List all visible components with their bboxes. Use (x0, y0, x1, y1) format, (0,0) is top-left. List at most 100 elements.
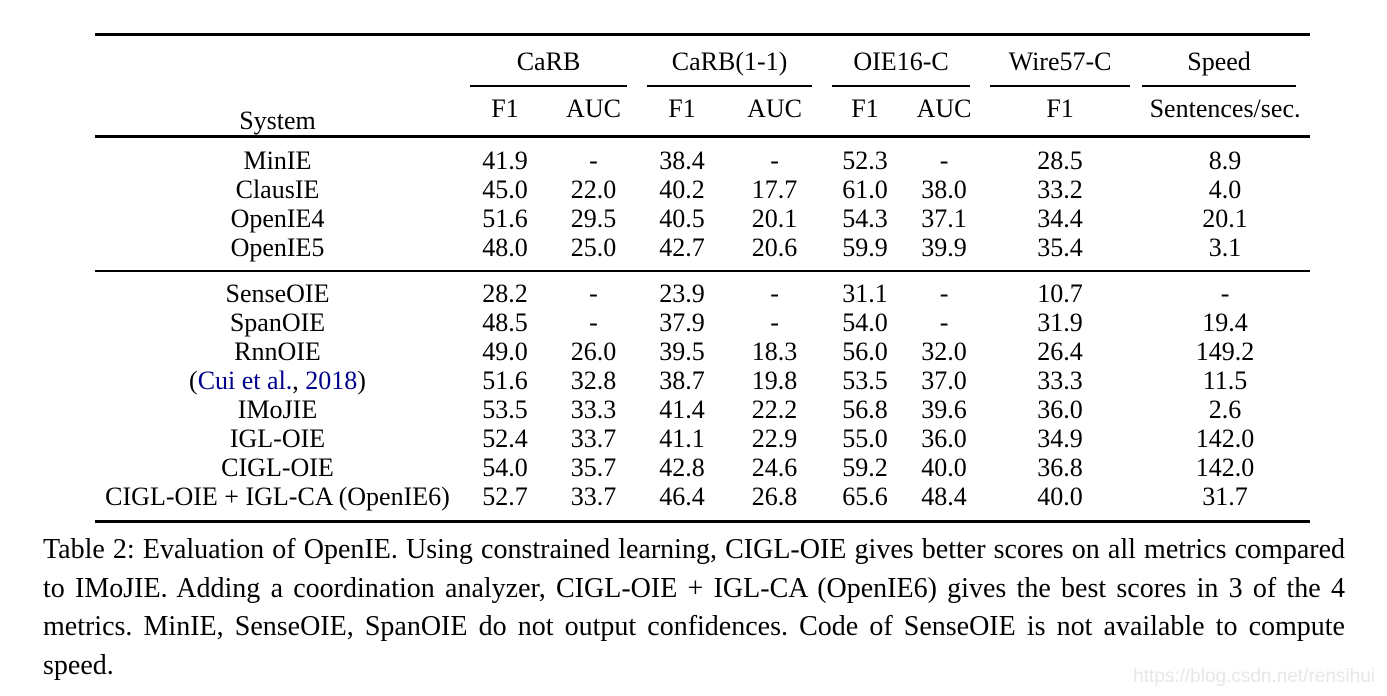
col-group-wire57-c: Wire57-C (980, 35, 1140, 87)
metric-value: 41.1 (659, 423, 705, 453)
metric-value: 18.3 (751, 336, 798, 366)
metric-value: 33.7 (550, 481, 638, 523)
metric-value: 46.4 (637, 481, 728, 523)
metric-value: 59.2 (842, 452, 888, 482)
metric-value: 56.8 (842, 394, 888, 424)
metric-value: 31.9 (1037, 307, 1083, 337)
results-table: System CaRB CaRB(1-1) OIE16-C Wire57-C S… (95, 33, 1311, 523)
metric-value: 33.3 (1037, 365, 1083, 395)
metric-value: 142.0 (1195, 423, 1255, 453)
metric-value: 52.4 (482, 423, 528, 453)
metric-value: - (550, 269, 638, 308)
col-group-carb-label: CaRB (470, 47, 628, 87)
col-header-oie16-c-auc: AUC (908, 86, 981, 138)
metric-value: 26.4 (1037, 336, 1083, 366)
metric-value: 59.9 (842, 232, 888, 262)
metric-value: 28.2 (460, 269, 550, 308)
col-header-carb-auc: AUC (550, 86, 638, 138)
col-group-carb: CaRB (460, 35, 637, 87)
metric-value: 37.9 (659, 307, 705, 337)
caption-line: metrics. MinIE, SenseOIE, SpanOIE do not… (43, 611, 1345, 642)
metric-value: 61.0 (842, 174, 888, 204)
metric-value: - (727, 269, 823, 308)
caption-line: to IMoJIE. Adding a coordination analyze… (43, 572, 1345, 604)
table-caption: Table 2: Evaluation of OpenIE. Using con… (43, 531, 1345, 685)
caption-line: Table 2: Evaluation of OpenIE. Using con… (43, 534, 1345, 565)
system-name: OpenIE4 (230, 203, 325, 233)
metric-value: 25.0 (570, 232, 617, 262)
metric-value: 22.0 (570, 174, 617, 204)
table-row: CIGL-OIE 54.0 35.7 42.8 24.6 59.2 40.0 36.8 142.… (95, 453, 1310, 482)
col-header-wire57-c-f1: F1 (980, 86, 1141, 138)
metric-value: 52.7 (460, 481, 550, 523)
caption-line: speed. (43, 649, 114, 681)
metric-value: 39.5 (659, 336, 705, 366)
metric-value: 23.9 (637, 269, 728, 308)
metric-value: 37.0 (921, 365, 967, 395)
metric-value: 38.7 (659, 365, 705, 395)
col-group-speed-label: Speed (1142, 47, 1297, 87)
metric-value: 33.2 (1037, 174, 1083, 204)
system-name: (Cui et al., 2018) (95, 366, 460, 395)
metric-value: 26.0 (570, 336, 617, 366)
metric-value: 36.0 (921, 423, 967, 453)
metric-value: 38.4 (659, 145, 705, 175)
metric-value: 56.0 (842, 336, 888, 366)
metric-value: 29.5 (570, 203, 617, 233)
metric-value: 10.7 (980, 269, 1141, 308)
col-header-oie16-c-f1: F1 (822, 86, 909, 138)
metric-value: 53.5 (482, 394, 528, 424)
col-header-speed-sentences-per-sec: Sentences/sec. (1140, 86, 1311, 138)
metric-value: 45.0 (482, 174, 528, 204)
system-name: RnnOIE (234, 336, 321, 366)
metric-value: 48.5 (482, 307, 528, 337)
metric-value: 33.7 (570, 423, 617, 453)
citation-link[interactable]: 2018 (305, 365, 358, 395)
metric-value: - (770, 145, 779, 175)
table-row: OpenIE5 48.0 25.0 42.7 20.6 59.9 39.9 35.4 3.1 (95, 233, 1310, 271)
metric-value: 41.4 (659, 394, 705, 424)
metric-value: 22.2 (751, 394, 798, 424)
table-row: SenseOIE 28.2-23.9-31.1-10.7- (95, 269, 1311, 308)
metric-value: 3.1 (1208, 232, 1242, 262)
metric-value: 28.5 (1037, 145, 1083, 175)
table-row: OpenIE4 51.6 29.5 40.5 20.1 54.3 37.1 34.4 20.1 (95, 204, 1310, 233)
metric-value: - (939, 307, 949, 337)
metric-value: 51.6 (482, 365, 528, 395)
metric-value: - (908, 269, 981, 308)
metric-value: 54.3 (842, 203, 888, 233)
metric-value: 31.1 (822, 269, 909, 308)
system-name: MinIE (243, 145, 312, 175)
metric-value: 33.3 (570, 394, 617, 424)
col-group-speed: Speed (1140, 35, 1310, 87)
metric-value: 55.0 (842, 423, 888, 453)
metric-value: 4.0 (1208, 174, 1242, 204)
citation-text: , (292, 365, 306, 395)
col-header-carb-f1: F1 (460, 86, 550, 138)
system-name: SenseOIE (95, 269, 460, 308)
citation-link[interactable]: Cui et al. (197, 365, 293, 395)
metric-value: 32.0 (921, 336, 967, 366)
metric-value: 49.0 (482, 336, 528, 366)
metric-value: 39.9 (921, 232, 967, 262)
metric-value: 142.0 (1195, 452, 1255, 482)
metric-value: 19.4 (1202, 307, 1248, 337)
metric-value: 35.7 (570, 452, 617, 482)
metric-value: 52.3 (842, 145, 888, 175)
col-header-system: System (95, 34, 460, 138)
metric-value: - (1140, 269, 1311, 308)
metric-value: 38.0 (921, 174, 967, 204)
metric-value: 34.4 (1037, 203, 1083, 233)
metric-value: 48.4 (908, 481, 981, 523)
table-row: CIGL-OIE + IGL-CA (OpenIE6) 52.7 33.7 46.4 2… (95, 481, 1311, 523)
col-group-oie16-c: OIE16-C (822, 35, 980, 87)
metric-value: 42.7 (659, 232, 705, 262)
metric-value: 41.9 (482, 145, 528, 175)
col-group-wire57-c-label: Wire57-C (990, 47, 1131, 87)
system-name: IMoJIE (237, 394, 318, 424)
metric-value: 36.8 (1037, 452, 1083, 482)
metric-value: 22.9 (751, 423, 798, 453)
metric-value: 53.5 (842, 365, 888, 395)
metric-value: 40.0 (980, 481, 1141, 523)
metric-value: 54.0 (482, 452, 528, 482)
